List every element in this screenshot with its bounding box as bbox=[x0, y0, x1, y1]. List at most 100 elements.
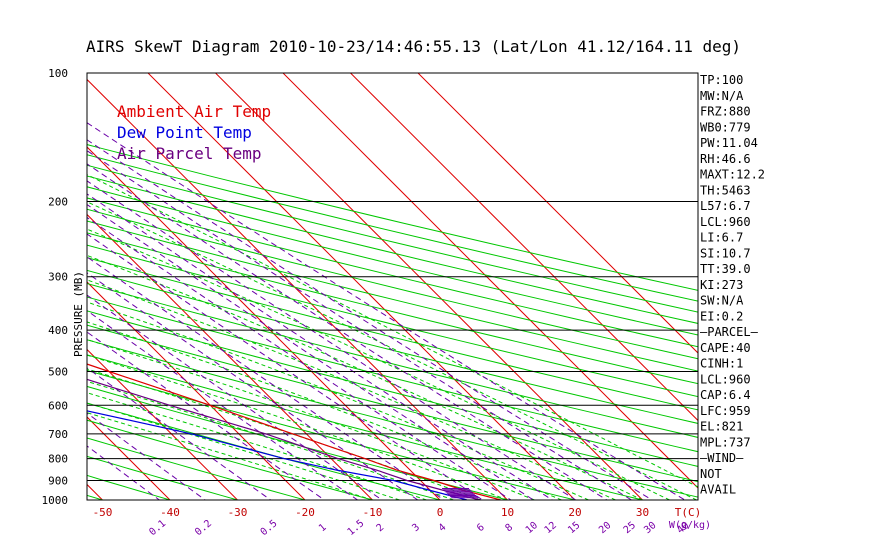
moist-adiabat-line bbox=[87, 279, 616, 500]
index-item: LCL:960 bbox=[700, 215, 751, 229]
bottom-temp-tick-label: 10 bbox=[501, 506, 514, 519]
dry-adiabat-line bbox=[87, 186, 698, 336]
pressure-tick-label: 300 bbox=[48, 271, 68, 284]
dry-adiabat-line bbox=[87, 354, 643, 500]
legend-item: Dew Point Temp bbox=[117, 123, 252, 142]
mixing-ratio-line bbox=[87, 233, 483, 500]
dry-adiabat-line bbox=[87, 197, 698, 348]
dry-adiabat-line bbox=[87, 402, 441, 500]
index-item: MAXT:12.2 bbox=[700, 168, 765, 182]
profile-line bbox=[87, 378, 481, 500]
dry-adiabat-line bbox=[87, 208, 698, 360]
mixing-ratio-line bbox=[87, 256, 445, 500]
index-item: —PARCEL— bbox=[700, 325, 759, 339]
mixing-ratio-line bbox=[87, 310, 358, 500]
bottom-temp-tick-label: -30 bbox=[228, 506, 248, 519]
index-item: KI:273 bbox=[700, 278, 743, 292]
dry-adiabat-line bbox=[87, 257, 698, 411]
dry-adiabat-line bbox=[87, 296, 698, 453]
index-item: LFC:959 bbox=[700, 404, 751, 418]
bottom-temp-tick-label: -20 bbox=[295, 506, 315, 519]
bottom-temp-tick-label: 0 bbox=[437, 506, 444, 519]
temp-axis-label: T(C) bbox=[675, 506, 702, 519]
dry-adiabat-line bbox=[87, 310, 698, 467]
bottom-temp-tick-label: -10 bbox=[363, 506, 383, 519]
profile-line bbox=[87, 410, 468, 500]
mixing-ratio-line bbox=[87, 122, 686, 500]
mixing-ratio-tick-label: 30 bbox=[642, 520, 658, 536]
dry-adiabat-line bbox=[87, 220, 698, 372]
mixing-ratio-tick-label: 4 bbox=[437, 522, 449, 534]
dry-adiabat-line bbox=[87, 369, 576, 500]
mixing-ratio-tick-label: 0.5 bbox=[259, 518, 280, 538]
dry-adiabat-line bbox=[87, 232, 698, 385]
bottom-temp-tick-label: 20 bbox=[568, 506, 581, 519]
moist-adiabat-line bbox=[87, 402, 400, 500]
index-item: NOT bbox=[700, 467, 722, 481]
mixing-ratio-line bbox=[87, 203, 534, 500]
dry-adiabat-line bbox=[87, 244, 698, 398]
pressure-tick-label: 500 bbox=[48, 365, 68, 378]
isotherm-line bbox=[350, 73, 698, 422]
mixing-ratio-line bbox=[87, 294, 383, 500]
isotherm-line bbox=[215, 73, 643, 500]
index-item: SI:10.7 bbox=[700, 246, 751, 260]
dry-adiabat-line bbox=[0, 73, 35, 500]
mixing-ratio-tick-label: 1 bbox=[317, 522, 329, 534]
moist-adiabat-line bbox=[87, 380, 454, 500]
isotherm-line bbox=[87, 213, 373, 500]
index-item: EI:0.2 bbox=[700, 309, 743, 323]
chart-title: AIRS SkewT Diagram 2010-10-23/14:46:55.1… bbox=[86, 37, 741, 56]
mixing-ratio-line bbox=[87, 445, 160, 500]
index-item: LI:6.7 bbox=[700, 231, 743, 245]
index-item: TH:5463 bbox=[700, 183, 751, 197]
pressure-tick-label: 800 bbox=[48, 453, 68, 466]
dry-adiabat-line bbox=[87, 385, 508, 500]
moist-adiabat-line bbox=[87, 254, 643, 500]
mixing-ratio-line bbox=[87, 193, 553, 500]
moist-adiabat-line bbox=[87, 338, 535, 500]
mixing-ratio-tick-label: 1.5 bbox=[346, 518, 367, 538]
isotherm-line bbox=[87, 281, 306, 500]
dry-adiabat-line bbox=[87, 455, 238, 500]
y-axis-label: PRESSURE (MB) bbox=[72, 271, 85, 357]
moist-adiabat-line bbox=[87, 174, 698, 488]
profile-line bbox=[87, 363, 501, 500]
mixing-ratio-line bbox=[87, 272, 419, 500]
dry-adiabat-line bbox=[87, 339, 698, 498]
pressure-tick-label: 400 bbox=[48, 324, 68, 337]
index-item: CAPE:40 bbox=[700, 341, 751, 355]
index-item: CAP:6.4 bbox=[700, 388, 751, 402]
mixing-ratio-tick-label: 0.1 bbox=[147, 518, 168, 538]
index-item: PW:11.04 bbox=[700, 136, 758, 150]
index-item: MW:N/A bbox=[700, 89, 744, 103]
index-item: TT:39.0 bbox=[700, 262, 751, 276]
mixing-ratio-tick-label: 6 bbox=[475, 522, 487, 534]
index-item: SW:N/A bbox=[700, 294, 744, 308]
dry-adiabat-line bbox=[87, 164, 698, 313]
mixing-ratio-tick-label: 20 bbox=[597, 520, 613, 536]
chart-legend: Ambient Air Temp Dew Point Temp Air Parcel… bbox=[117, 102, 271, 163]
profile-lines bbox=[87, 363, 501, 500]
mixing-ratio-line bbox=[87, 180, 577, 500]
dry-adiabat-line bbox=[87, 419, 373, 500]
mixing-ratio-tick-label: 15 bbox=[566, 520, 582, 536]
isotherm-line bbox=[87, 146, 441, 500]
dry-adiabat-line bbox=[87, 437, 306, 500]
moist-adiabat-line bbox=[87, 301, 589, 500]
index-item: RH:46.6 bbox=[700, 152, 751, 166]
index-item: TP:100 bbox=[700, 73, 743, 87]
index-item: CINH:1 bbox=[700, 357, 743, 371]
mixing-ratio-tick-label: 2 bbox=[375, 522, 387, 534]
bottom-temp-tick-label: -50 bbox=[93, 506, 113, 519]
mixing-ratio-line bbox=[87, 139, 653, 500]
moist-adiabat-line bbox=[87, 412, 373, 500]
legend-item: Air Parcel Temp bbox=[117, 144, 262, 163]
index-item: EL:821 bbox=[700, 420, 743, 434]
index-item: FRZ:880 bbox=[700, 105, 751, 119]
bottom-temp-tick-label: 30 bbox=[636, 506, 649, 519]
legend-item: Ambient Air Temp bbox=[117, 102, 271, 121]
pressure-tick-label: 100 bbox=[48, 67, 68, 80]
